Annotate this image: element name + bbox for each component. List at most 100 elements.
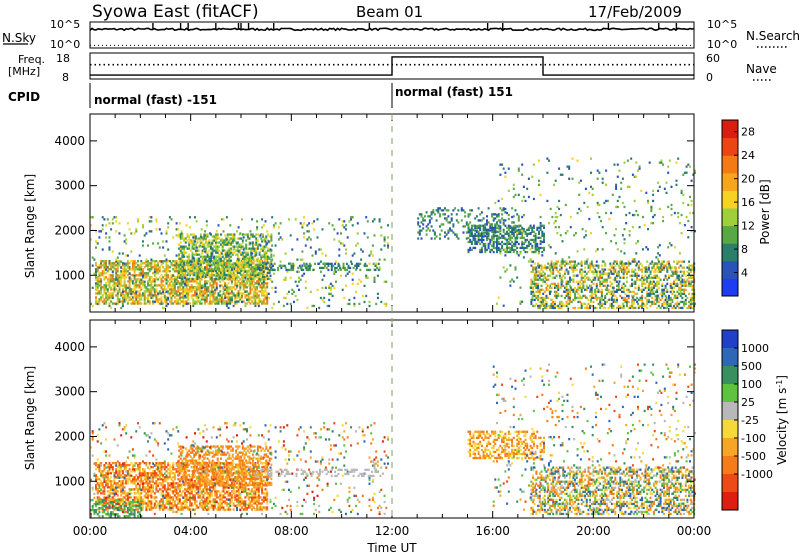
echo-cell: [467, 224, 470, 227]
echo-cell: [641, 304, 644, 308]
echo-cell: [647, 300, 650, 304]
echo-cell: [155, 218, 158, 221]
echo-cell: [529, 232, 532, 235]
echo-cell: [261, 254, 264, 257]
echo-cell: [128, 272, 131, 275]
echo-cell: [547, 274, 550, 277]
echo-cell: [641, 294, 644, 298]
echo-cell: [126, 262, 129, 265]
echo-cell: [484, 242, 487, 246]
echo-cell: [496, 248, 498, 252]
echo-cell: [541, 254, 544, 257]
echo-cell: [237, 290, 240, 293]
echo-cell: [193, 233, 196, 236]
echo-cell: [120, 306, 123, 310]
echo-cell: [584, 266, 587, 269]
echo-cell: [177, 300, 180, 303]
echo-cell: [656, 276, 659, 279]
echo-cell: [160, 298, 163, 301]
echo-cell: [657, 304, 660, 308]
echo-cell: [115, 264, 118, 267]
echo-cell: [626, 280, 628, 283]
echo-cell: [604, 284, 607, 287]
echo-cell: [262, 300, 265, 303]
echo-cell: [103, 298, 106, 301]
echo-cell: [585, 286, 588, 289]
echo-cell: [126, 300, 129, 303]
echo-cell: [582, 282, 585, 285]
echo-cell: [652, 300, 655, 304]
echo-cell: [198, 237, 201, 240]
echo-cell: [661, 290, 664, 293]
echo-cell: [344, 268, 347, 272]
echo-cell: [383, 302, 386, 306]
echo-cell: [545, 286, 548, 289]
echo-cell: [106, 266, 109, 269]
echo-cell: [305, 262, 308, 265]
echo-cell: [501, 209, 504, 212]
echo-cell: [271, 280, 274, 283]
echo-cell: [634, 268, 637, 271]
echo-cell: [569, 226, 572, 229]
echo-cell: [631, 294, 634, 298]
echo-cell: [260, 237, 263, 240]
echo-cell: [277, 238, 280, 241]
echo-cell: [180, 292, 183, 295]
echo-cell: [642, 304, 645, 308]
echo-cell: [609, 284, 612, 287]
echo-cell: [214, 300, 217, 303]
echo-cell: [559, 286, 562, 289]
echo-cell: [474, 237, 477, 240]
echo-cell: [422, 223, 425, 226]
echo-cell: [212, 278, 215, 281]
echo-cell: [689, 306, 692, 310]
echo-cell: [264, 282, 267, 285]
echo-cell: [645, 268, 648, 271]
echo-cell: [138, 282, 141, 285]
echo-cell: [103, 302, 106, 305]
echo-cell: [580, 278, 583, 281]
echo-cell: [303, 264, 306, 267]
echo-cell: [595, 274, 598, 277]
echo-cell: [108, 296, 111, 299]
echo-cell: [587, 286, 590, 289]
echo-cell: [537, 282, 540, 285]
echo-cell: [120, 272, 123, 275]
echo-cell: [222, 288, 225, 291]
echo-cell: [214, 292, 217, 295]
echo-cell: [185, 294, 188, 297]
echo-cell: [621, 268, 623, 271]
echo-cell: [616, 306, 618, 310]
echo-cell: [130, 280, 133, 283]
echo-cell: [592, 296, 595, 300]
echo-cell: [357, 262, 360, 265]
echo-cell: [204, 266, 207, 269]
echo-cell: [229, 224, 232, 227]
echo-cell: [214, 280, 217, 283]
echo-cell: [113, 288, 116, 291]
echo-cell: [621, 260, 623, 263]
echo-cell: [530, 302, 533, 306]
echo-cell: [225, 302, 228, 306]
echo-cell: [173, 280, 176, 283]
echo-cell: [624, 296, 627, 300]
echo-cell: [215, 300, 218, 303]
echo-cell: [204, 255, 207, 258]
echo-cell: [135, 298, 138, 301]
echo-cell: [604, 294, 607, 298]
echo-cell: [185, 284, 188, 287]
echo-cell: [272, 254, 275, 257]
echo-cell: [610, 211, 613, 215]
echo-cell: [249, 286, 252, 289]
echo-cell: [194, 216, 196, 219]
echo-cell: [688, 266, 691, 269]
echo-cell: [554, 226, 557, 229]
echo-cell: [558, 306, 561, 310]
echo-cell: [543, 296, 546, 300]
echo-cell: [137, 284, 139, 287]
echo-cell: [145, 264, 148, 267]
echo-cell: [599, 276, 602, 279]
echo-cell: [178, 260, 181, 263]
echo-cell: [199, 290, 202, 293]
echo-cell: [252, 280, 255, 283]
